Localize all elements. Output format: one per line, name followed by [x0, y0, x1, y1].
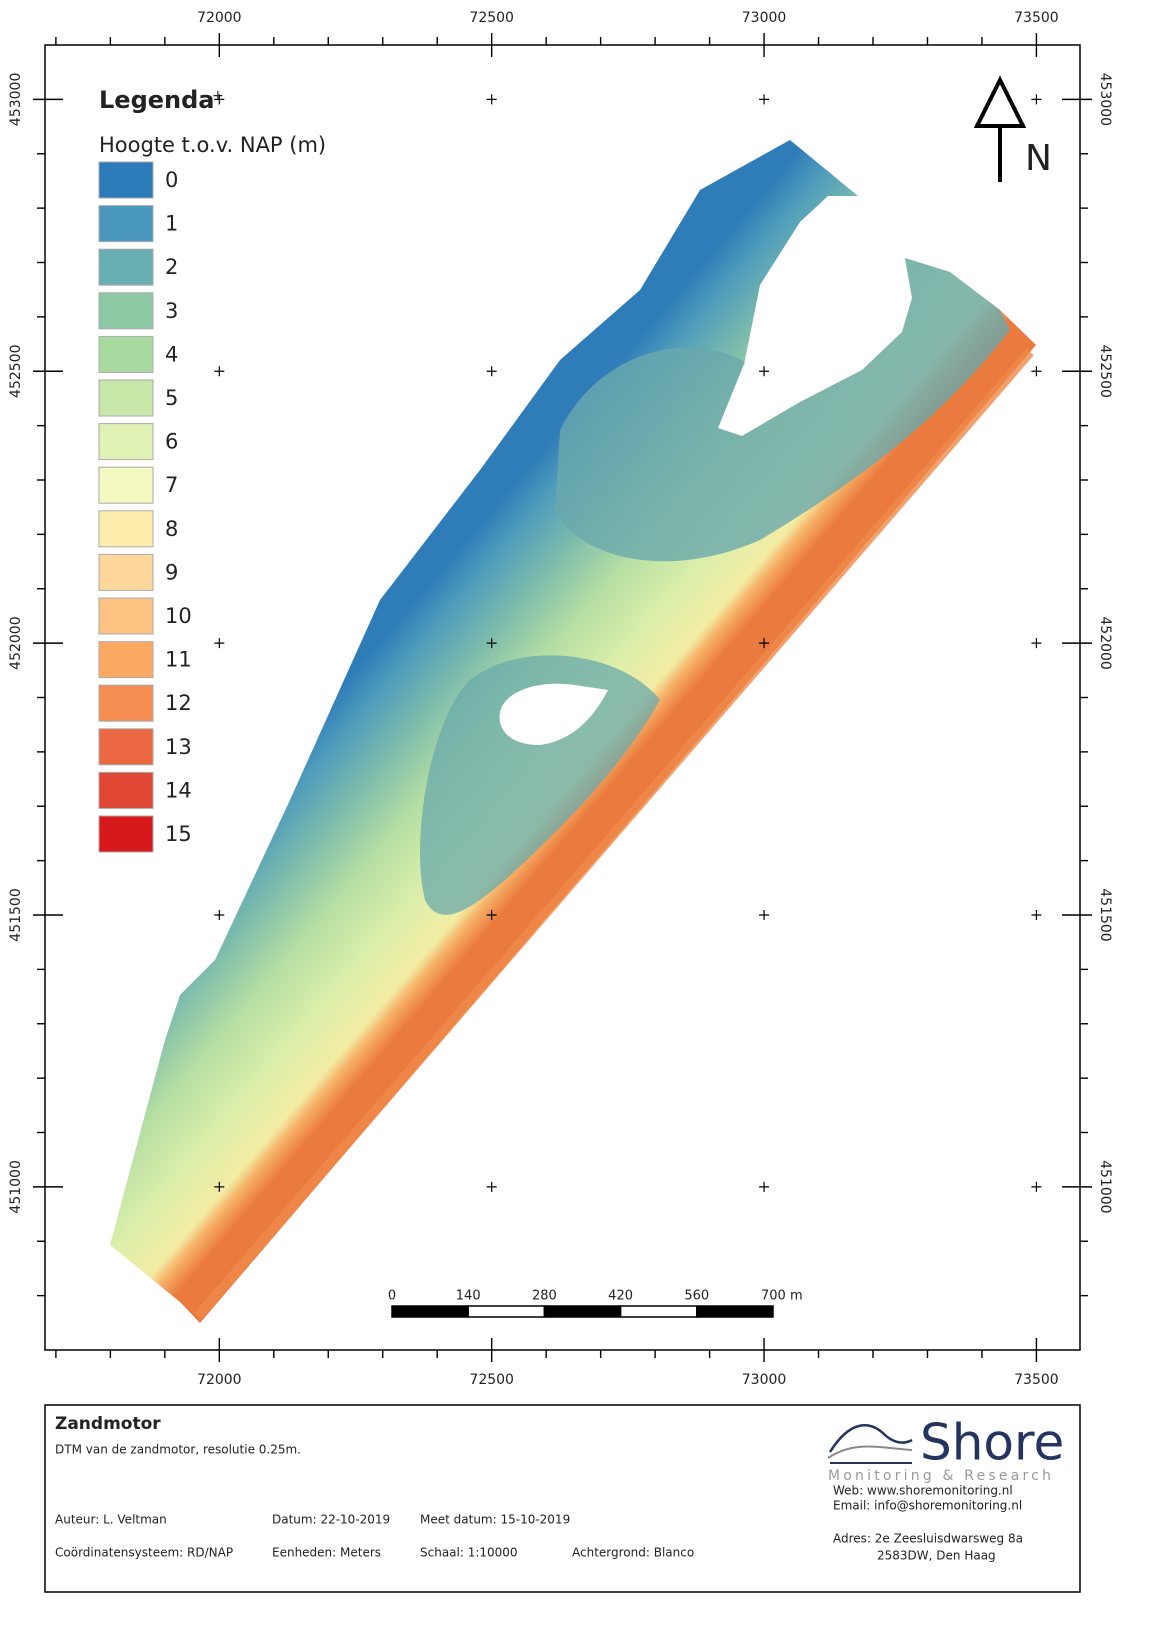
- y-tick-label: 452500: [1097, 345, 1113, 398]
- legend-label: 13: [165, 735, 192, 759]
- scale-label: 420: [608, 1289, 633, 1304]
- scale-label: 280: [532, 1289, 557, 1304]
- logo-address: 2583DW, Den Haag: [877, 1549, 996, 1563]
- logo-web: Web: www.shoremonitoring.nl: [833, 1484, 1013, 1498]
- legend-swatch: [99, 772, 153, 808]
- info-background: Achtergrond: Blanco: [572, 1546, 694, 1560]
- y-tick-label: 451000: [8, 1160, 24, 1213]
- legend-label: 9: [165, 560, 178, 584]
- info-scale: Schaal: 1:10000: [420, 1546, 518, 1560]
- legend-label: 7: [165, 473, 178, 497]
- x-tick-label: 72500: [469, 1372, 514, 1388]
- info-crs: Coördinatensysteem: RD/NAP: [55, 1546, 233, 1560]
- scale-label: 140: [456, 1289, 481, 1304]
- info-units: Eenheden: Meters: [272, 1546, 381, 1560]
- legend-swatch: [99, 729, 153, 765]
- legend-swatch: [99, 162, 153, 198]
- legend-swatch: [99, 511, 153, 547]
- legend-swatch: [99, 206, 153, 242]
- legend-swatch: [99, 554, 153, 590]
- logo-address: Adres: 2e Zeesluisdwarsweg 8a: [833, 1532, 1023, 1546]
- y-tick-label: 452500: [8, 345, 24, 398]
- scale-segment: [392, 1306, 468, 1317]
- x-tick-label: 73000: [742, 1372, 787, 1388]
- scale-label: 0: [388, 1289, 396, 1304]
- y-tick-label: 451500: [1097, 888, 1113, 941]
- scale-segment: [697, 1306, 773, 1317]
- legend-label: 4: [165, 342, 178, 366]
- y-tick-label: 451000: [1097, 1160, 1113, 1213]
- legend-label: 2: [165, 255, 178, 279]
- legend-swatch: [99, 467, 153, 503]
- legend-label: 1: [165, 212, 178, 236]
- legend-title: Legenda: [99, 86, 215, 114]
- legend-label: 5: [165, 386, 178, 410]
- legend-swatch: [99, 598, 153, 634]
- scale-segment: [544, 1306, 620, 1317]
- legend-swatch: [99, 249, 153, 285]
- scale-segment: [468, 1306, 544, 1317]
- legend-label: 12: [165, 691, 192, 715]
- scale-label: 560: [684, 1289, 709, 1304]
- scale-segment: [621, 1306, 697, 1317]
- x-tick-label: 72500: [469, 10, 514, 26]
- legend-swatch: [99, 816, 153, 852]
- y-tick-label: 451500: [8, 888, 24, 941]
- legend-label: 10: [165, 604, 192, 628]
- logo-tagline: Monitoring & Research: [828, 1468, 1054, 1484]
- legend-label: 11: [165, 648, 192, 672]
- legend-label: 0: [165, 168, 178, 192]
- y-tick-label: 452000: [1097, 616, 1113, 669]
- x-tick-label: 72000: [197, 1372, 242, 1388]
- legend-label: 6: [165, 430, 178, 454]
- legend-swatch: [99, 642, 153, 678]
- x-tick-label: 73500: [1014, 10, 1059, 26]
- legend-swatch: [99, 424, 153, 460]
- logo-email: Email: info@shoremonitoring.nl: [833, 1499, 1022, 1513]
- y-tick-label: 453000: [8, 73, 24, 126]
- legend-swatch: [99, 293, 153, 329]
- legend-swatch: [99, 380, 153, 416]
- legend-expand-icon: +: [212, 88, 224, 104]
- legend-swatch: [99, 336, 153, 372]
- x-tick-label: 72000: [197, 10, 242, 26]
- info-author: Auteur: L. Veltman: [55, 1513, 167, 1527]
- legend-subtitle: Hoogte t.o.v. NAP (m): [99, 133, 326, 157]
- info-survey-date: Meet datum: 15-10-2019: [420, 1513, 570, 1527]
- y-tick-label: 453000: [1097, 73, 1113, 126]
- legend-label: 14: [165, 778, 192, 802]
- x-tick-label: 73000: [742, 10, 787, 26]
- info-description: DTM van de zandmotor, resolutie 0.25m.: [55, 1443, 301, 1457]
- map-page: N Legenda + Hoogte t.o.v. NAP (m) 012345…: [0, 0, 1159, 1627]
- legend-label: 3: [165, 299, 178, 323]
- y-tick-label: 452000: [8, 616, 24, 669]
- legend-label: 15: [165, 822, 192, 846]
- info-date: Datum: 22-10-2019: [272, 1513, 390, 1527]
- legend-label: 8: [165, 517, 178, 541]
- legend-swatch: [99, 685, 153, 721]
- north-label: N: [1025, 138, 1052, 179]
- x-tick-label: 73500: [1014, 1372, 1059, 1388]
- scale-label: 700 m: [761, 1289, 803, 1304]
- info-title: Zandmotor: [55, 1414, 161, 1434]
- logo-name: Shore: [920, 1414, 1064, 1472]
